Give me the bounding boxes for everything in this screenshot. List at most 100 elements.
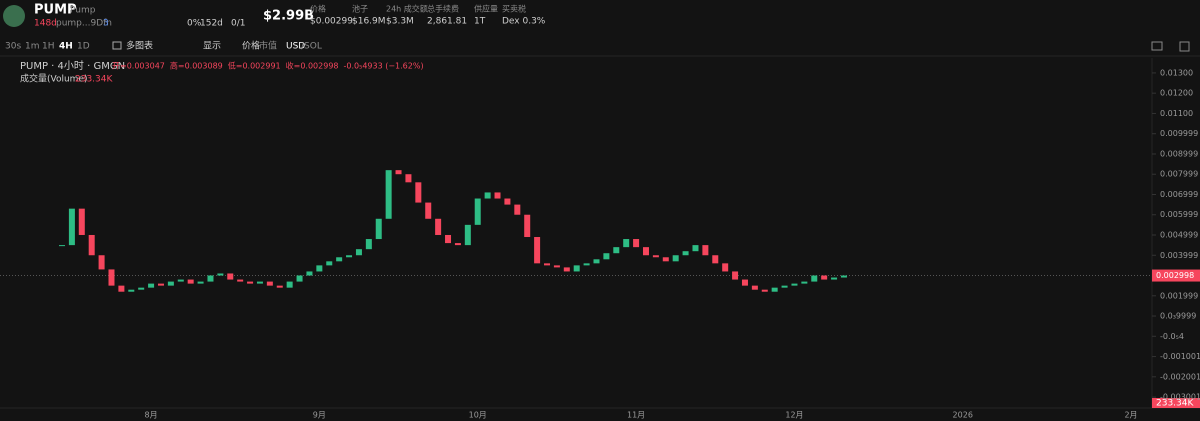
candle <box>524 214 531 238</box>
candle <box>375 218 382 240</box>
holders: 3 <box>103 19 109 29</box>
candle <box>682 251 689 256</box>
ohlc-value: -0.0₅4933 (−1.62%) <box>344 62 424 71</box>
volume-value: 233.34K <box>75 75 113 85</box>
candle <box>118 285 125 292</box>
candle <box>128 289 135 292</box>
candle <box>553 265 560 268</box>
candle <box>722 263 729 272</box>
candle <box>801 281 808 284</box>
candle <box>157 283 164 286</box>
sol-toggle[interactable]: /SOL <box>301 42 322 52</box>
market-cap: $2.99B <box>263 9 314 24</box>
candle <box>593 259 600 264</box>
candle <box>385 170 392 219</box>
age: 148d <box>34 19 57 29</box>
candle <box>365 239 372 250</box>
ohlc-value: 高=0.003089 <box>170 61 223 71</box>
y-tick-label: 0.005999 <box>1160 210 1198 219</box>
candle <box>692 245 699 252</box>
candle <box>603 253 610 260</box>
token-name: Pump <box>70 6 96 16</box>
candle <box>583 263 590 266</box>
candle <box>355 249 362 256</box>
y-tick-label: -0.002001 <box>1160 372 1200 381</box>
interval[interactable]: 1m <box>25 42 40 52</box>
y-tick-label: 0.01200 <box>1160 89 1193 98</box>
candle <box>514 204 521 215</box>
candle <box>642 247 649 256</box>
y-tick-label: 0.001999 <box>1160 291 1198 300</box>
symbol: PUMP <box>34 3 77 18</box>
candle <box>98 255 105 270</box>
candle <box>623 239 630 248</box>
interval[interactable]: 4H <box>59 42 73 52</box>
candle <box>217 273 224 276</box>
stat-label: 池子 <box>352 4 368 14</box>
stat-value: $3.3M <box>386 17 414 27</box>
volume-badge-label: 233.34K <box>1156 399 1194 409</box>
display[interactable]: 显示 <box>203 41 221 52</box>
candle <box>474 198 481 225</box>
stat-label: 价格 <box>310 4 326 14</box>
candle <box>652 255 659 258</box>
x-tick-label: 10月 <box>469 411 487 420</box>
y-tick-label: -0.003001 <box>1160 393 1200 402</box>
last-price-label: 0.002998 <box>1156 271 1194 280</box>
candle <box>791 283 798 286</box>
stat-label: 买卖税 <box>502 4 526 14</box>
stat-value: $0.00299 <box>310 17 353 27</box>
candle <box>702 245 709 256</box>
candle <box>247 281 254 284</box>
interval[interactable]: 1H <box>42 42 55 52</box>
x-tick-label: 12月 <box>785 411 803 420</box>
y-tick-label: 0.003999 <box>1160 251 1198 260</box>
ohlc-value: 低=0.002991 <box>228 61 281 71</box>
candle <box>59 245 65 247</box>
stat-value: Dex 0.3% <box>502 17 546 27</box>
candle <box>435 218 442 235</box>
fullscreen-button[interactable] <box>1179 41 1190 52</box>
candle <box>148 283 155 288</box>
y-tick-label: -0.0₅4 <box>1160 332 1184 341</box>
candle <box>405 174 412 183</box>
candle <box>306 271 313 276</box>
y-tick-label: 0.006999 <box>1160 190 1198 199</box>
candle <box>207 275 214 282</box>
interval[interactable]: 30s <box>5 42 21 52</box>
candle <box>633 239 640 248</box>
y-tick-label: 0.01100 <box>1160 109 1193 118</box>
candle <box>256 281 263 284</box>
candle <box>296 275 303 282</box>
screenshot-button[interactable] <box>1151 41 1163 51</box>
candle <box>494 192 501 199</box>
y-tick-label: 0.008999 <box>1160 149 1198 158</box>
candle <box>237 279 244 282</box>
interval[interactable]: 1D <box>77 42 90 52</box>
candle <box>197 281 204 284</box>
candle <box>266 281 273 286</box>
y-tick-label: 0.004999 <box>1160 231 1198 240</box>
candle <box>484 192 491 199</box>
mcap-toggle[interactable]: /市值 <box>256 40 277 52</box>
candle <box>811 275 818 282</box>
usd-toggle[interactable]: USD <box>286 42 305 52</box>
candle <box>672 255 679 262</box>
price-toggle[interactable]: 价格 <box>242 40 260 52</box>
x-tick-label: 9月 <box>313 411 326 420</box>
x-tick-label: 8月 <box>145 411 158 420</box>
candle <box>227 273 234 280</box>
y-tick-label: 0.007999 <box>1160 170 1198 179</box>
address: pump...9Dfn <box>56 19 112 29</box>
candle <box>395 170 402 175</box>
candle <box>346 255 353 258</box>
multi-chart[interactable]: 多图表 <box>126 40 153 52</box>
candle <box>831 277 838 280</box>
stat-value: 2,861.81 <box>427 17 467 27</box>
candle <box>662 257 669 262</box>
stat-value: 1T <box>474 17 486 27</box>
candle <box>544 263 551 266</box>
candle <box>573 265 580 272</box>
